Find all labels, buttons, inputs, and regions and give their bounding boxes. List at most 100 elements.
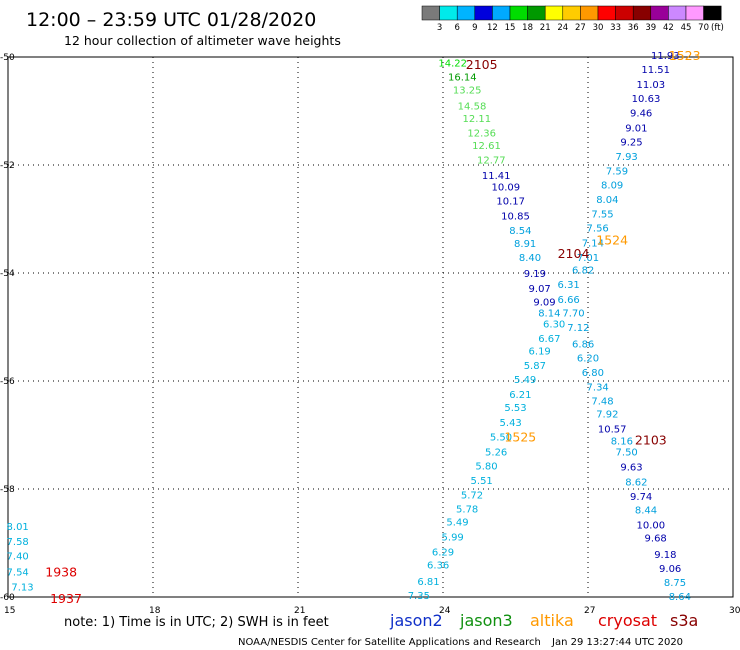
wave-height-label: 16.14 (448, 73, 477, 84)
wave-height-label: 6.82 (572, 265, 594, 276)
colorbar-tick: 42 (663, 23, 674, 33)
wave-height-label: 12.11 (463, 114, 492, 125)
colorbar-swatch (703, 5, 722, 21)
x-tick-label: 18 (149, 606, 161, 616)
wave-height-label: 8.40 (519, 253, 541, 264)
wave-height-label: 5.49 (446, 517, 468, 528)
wave-height-label: 7.14 (582, 238, 604, 249)
wave-height-label: 9.46 (630, 109, 652, 120)
colorbar-swatch (685, 5, 704, 21)
wave-height-label: 7.59 (606, 166, 628, 177)
wave-height-label: 10.57 (598, 425, 627, 436)
legend-item-cryosat: cryosat (598, 611, 657, 630)
y-tick-label: -52 (0, 161, 15, 171)
wave-height-label: 7.01 (577, 253, 599, 264)
y-tick-label: -56 (0, 377, 15, 387)
grid (8, 57, 733, 597)
colorbar-tick: 39 (645, 23, 656, 33)
x-tick-label: 30 (729, 606, 740, 616)
pass-label: 2103 (635, 432, 667, 447)
legend-item-jason2: jason2 (389, 611, 443, 630)
wave-height-label: 12.61 (472, 141, 501, 152)
wave-height-label: 5.99 (442, 533, 464, 544)
wave-height-label: 14.22 (438, 58, 467, 69)
footer-credit: NOAA/NESDIS Center for Satellite Applica… (238, 637, 541, 648)
wave-height-label: 6.67 (538, 334, 560, 345)
wave-height-label: 7.56 (587, 224, 609, 235)
wave-height-label: 5.51 (471, 476, 493, 487)
wave-height-label: 10.63 (632, 94, 661, 105)
wave-height-label: 7.13 (11, 582, 33, 593)
colorbar-tick: 9 (472, 23, 477, 33)
pass-label: 1938 (45, 565, 77, 580)
colorbar-swatch (668, 5, 687, 21)
wave-height-label: 9.06 (659, 564, 681, 575)
wave-height-label: 6.29 (432, 548, 454, 559)
colorbar-tick: 3 (437, 23, 442, 33)
pass-label: 2105 (466, 57, 498, 72)
colorbar-swatch (474, 5, 493, 21)
wave-height-label: 6.86 (572, 339, 594, 350)
wave-height-label: 12.36 (467, 129, 496, 140)
wave-height-label: 6.30 (543, 319, 565, 330)
colorbar-tick: 21 (540, 23, 551, 33)
wave-height-label: 9.01 (625, 123, 647, 134)
colorbar-swatch (544, 5, 564, 21)
wave-height-label: 6.19 (529, 346, 551, 357)
wave-height-label: 12.77 (477, 156, 506, 167)
wave-height-label: 6.81 (417, 577, 439, 588)
colorbar-tick: 30 (593, 23, 604, 33)
wave-height-label: 7.48 (591, 397, 613, 408)
plot-frame (7, 56, 734, 598)
wave-height-label: 11.41 (482, 171, 511, 182)
x-tick-label: 27 (584, 606, 595, 616)
wave-height-label: 7.58 (7, 537, 29, 548)
wave-height-label: 9.25 (620, 137, 642, 148)
wave-height-label: 9.74 (630, 492, 652, 503)
wave-height-label: 5.72 (461, 490, 483, 501)
wave-height-label: 7.93 (616, 152, 638, 163)
chart-subtitle: 12 hour collection of altimeter wave hei… (64, 33, 341, 48)
wave-height-label: 7.55 (591, 210, 613, 221)
wave-height-label: 7.54 (7, 568, 29, 579)
pass-label: 1523 (669, 48, 701, 63)
wave-height-label: 8.04 (596, 195, 618, 206)
wave-height-label: 6.66 (558, 295, 580, 306)
wave-height-label: 9.07 (529, 284, 551, 295)
colorbar-tick: 45 (681, 23, 692, 33)
plot-area: 15 18 21 24 27 30 -50 -52 -54 -56 -58 -60 14.22 16.… (0, 48, 740, 616)
wave-height-label: 7.34 (587, 382, 609, 393)
colorbar-swatch (527, 5, 546, 21)
wave-height-label: 8.01 (7, 522, 29, 533)
wave-height-label: 7.40 (7, 552, 29, 563)
wave-height-label: 10.00 (637, 521, 666, 532)
legend-item-jason3: jason3 (459, 611, 513, 630)
wave-height-label: 8.62 (625, 478, 647, 489)
wave-height-label: 5.80 (475, 461, 497, 472)
legend: jason2 jason3 altika cryosat s3a (389, 611, 698, 630)
colorbar-swatch (632, 5, 652, 21)
colorbar-tick: 12 (487, 23, 498, 33)
wave-height-label: 9.68 (645, 534, 667, 545)
wave-height-label: 5.87 (524, 361, 546, 372)
wave-height-label: 10.85 (501, 211, 530, 222)
pass-labels: 2105 1523 1524 2104 1525 2103 1938 1937 (45, 48, 700, 606)
pass-label: 1937 (50, 591, 82, 606)
y-tick-label: -54 (0, 269, 15, 279)
wave-height-label: 10.09 (492, 183, 521, 194)
wave-height-label: 7.50 (616, 447, 638, 458)
colorbar-unit: (ft) (711, 23, 724, 33)
wave-height-label: 8.64 (669, 592, 691, 603)
colorbar-swatch (509, 5, 528, 21)
colorbar-swatch (597, 5, 616, 21)
colorbar-tick: 6 (454, 23, 459, 33)
wave-height-label: 9.18 (654, 550, 676, 561)
colorbar-tick: 36 (628, 23, 639, 33)
footer-timestamp: Jan 29 13:27:44 UTC 2020 (551, 637, 683, 648)
colorbar-tick: 33 (610, 23, 621, 33)
wave-height-label: 5.26 (485, 447, 507, 458)
colorbar-swatch (580, 5, 599, 21)
legend-item-s3a: s3a (670, 611, 698, 630)
wave-height-label: 6.31 (558, 280, 580, 291)
wave-height-label: 5.78 (456, 505, 478, 516)
